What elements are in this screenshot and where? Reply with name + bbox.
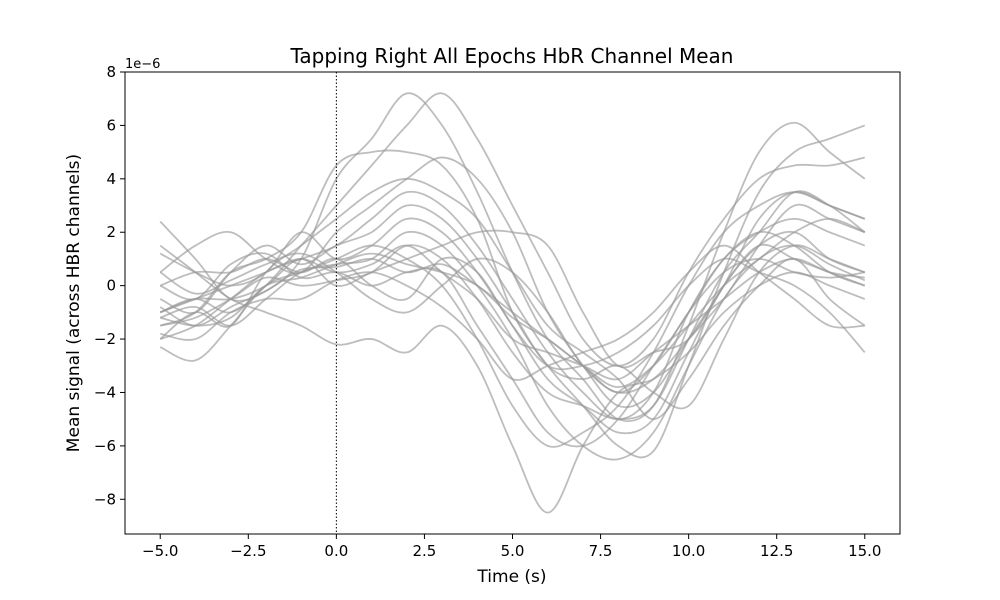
y-scale-multiplier: 1e−6 [125,57,160,72]
x-tick-label: 15.0 [848,542,881,560]
y-axis-label: Mean signal (across HBR channels) [64,154,84,452]
series-line-10 [159,244,866,514]
y-tick-label: −4 [94,383,116,401]
series-line-9 [159,191,866,448]
x-tick-label: 7.5 [589,542,613,560]
chart-title: Tapping Right All Epochs HbR Channel Mea… [290,44,734,68]
x-tick-label: −5.0 [142,542,178,560]
x-axis-ticks: −5.0 −2.5 0.0 2.5 5.0 7.5 10.0 12.5 15.0 [142,534,881,560]
y-tick-label: 4 [106,170,116,188]
series-line-15 [159,258,865,394]
series-lines [159,92,866,514]
series-line-3 [159,92,865,367]
series-line-12 [159,229,866,369]
y-tick-label: 8 [106,63,116,81]
y-tick-label: −2 [94,330,116,348]
y-tick-label: 6 [106,116,116,134]
x-tick-label: 10.0 [672,542,705,560]
y-axis-ticks: −8 −6 −4 −2 0 2 4 6 8 [94,63,125,508]
series-line-16 [159,177,866,421]
x-tick-label: 12.5 [760,542,793,560]
series-line-4 [159,156,866,409]
x-tick-label: 5.0 [501,542,525,560]
x-tick-label: 0.0 [324,542,348,560]
series-line-20 [160,217,866,389]
series-line-19 [160,244,865,381]
series-line-14 [160,190,866,421]
y-tick-label: −6 [94,437,116,455]
x-tick-label: −2.5 [230,542,266,560]
y-tick-label: 0 [106,277,116,295]
y-tick-label: 2 [106,223,116,241]
x-tick-label: 2.5 [413,542,437,560]
x-axis-label: Time (s) [476,567,546,587]
plot-area [124,71,901,535]
y-tick-label: −8 [94,490,116,508]
series-line-18 [159,244,865,381]
